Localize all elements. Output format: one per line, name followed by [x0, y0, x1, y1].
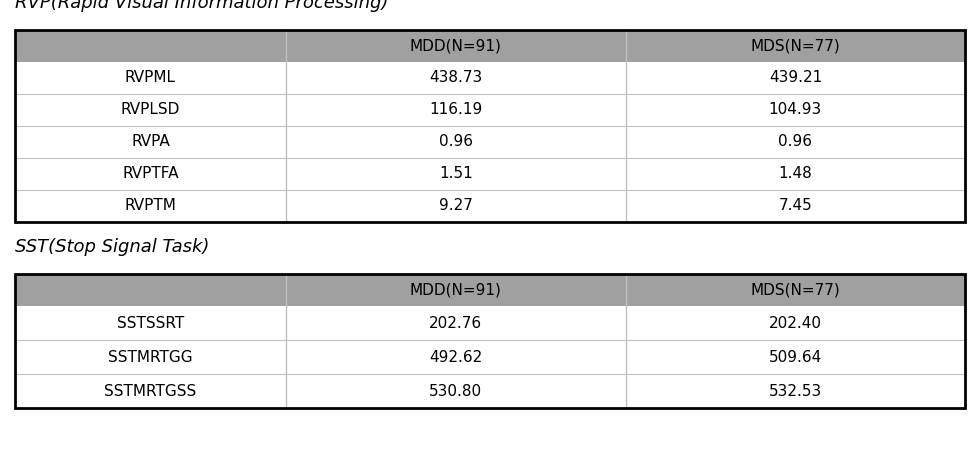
Text: 0.96: 0.96 [778, 134, 812, 149]
Text: MDD(N=91): MDD(N=91) [410, 38, 502, 53]
Text: SST(Stop Signal Task): SST(Stop Signal Task) [15, 238, 210, 256]
Bar [15, 30, 965, 62]
Text: 104.93: 104.93 [768, 102, 822, 117]
Bar [15, 274, 965, 408]
Text: RVP(Rapid Visual Information Processing): RVP(Rapid Visual Information Processing) [15, 0, 388, 12]
Text: MDS(N=77): MDS(N=77) [751, 38, 840, 53]
Text: RVPTFA: RVPTFA [122, 166, 178, 181]
Bar [15, 126, 965, 158]
Text: 116.19: 116.19 [429, 102, 482, 117]
Bar [15, 190, 965, 222]
Text: 492.62: 492.62 [429, 350, 482, 365]
Text: MDD(N=91): MDD(N=91) [410, 282, 502, 298]
Bar [15, 340, 965, 374]
Bar [15, 306, 965, 340]
Text: 532.53: 532.53 [768, 383, 822, 399]
Text: MDS(N=77): MDS(N=77) [751, 282, 840, 298]
Bar [15, 62, 965, 94]
Text: 509.64: 509.64 [768, 350, 822, 365]
Text: RVPML: RVPML [124, 70, 175, 85]
Text: RVPA: RVPA [131, 134, 170, 149]
Text: 7.45: 7.45 [778, 198, 812, 213]
Text: 9.27: 9.27 [439, 198, 472, 213]
Bar [15, 274, 965, 306]
Text: SSTSSRT: SSTSSRT [117, 315, 184, 330]
Text: 1.51: 1.51 [439, 166, 472, 181]
Bar [15, 30, 965, 222]
Text: 202.40: 202.40 [769, 315, 822, 330]
Text: 438.73: 438.73 [429, 70, 482, 85]
Text: 1.48: 1.48 [778, 166, 812, 181]
Text: RVPTM: RVPTM [124, 198, 176, 213]
Text: RVPLSD: RVPLSD [121, 102, 180, 117]
Text: 439.21: 439.21 [768, 70, 822, 85]
Text: 202.76: 202.76 [429, 315, 482, 330]
Bar [15, 94, 965, 126]
Text: 530.80: 530.80 [429, 383, 482, 399]
Bar [15, 374, 965, 408]
Text: SSTMRTGG: SSTMRTGG [108, 350, 193, 365]
Text: SSTMRTGSS: SSTMRTGSS [104, 383, 197, 399]
Bar [15, 158, 965, 190]
Text: 0.96: 0.96 [439, 134, 472, 149]
